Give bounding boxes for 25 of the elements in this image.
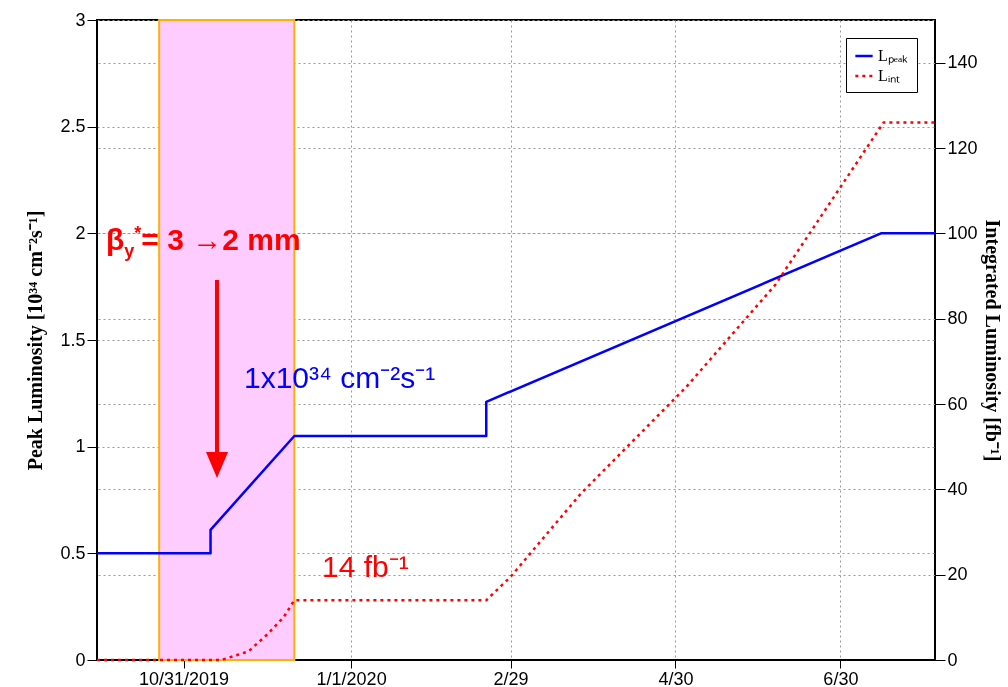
- x-tick-label: 10/31/2019: [138, 668, 230, 687]
- y-tick-label: 1.5: [60, 329, 86, 350]
- y2-tick-label: 60: [947, 393, 968, 414]
- legend-label: Lᵢₙₜ: [878, 67, 901, 84]
- annotation: 14 fb⁻¹: [322, 550, 409, 583]
- y2-tick-label: 120: [947, 137, 978, 158]
- y-axis-title: Peak Luminosity [10³⁴ cm⁻²s⁻¹]: [24, 210, 48, 471]
- y-tick-label: 0: [75, 649, 86, 670]
- x-tick-label: 1/1/2020: [316, 668, 387, 687]
- x-tick-label: 4/30: [658, 668, 694, 687]
- legend-label: Lₚₑₐₖ: [878, 47, 909, 65]
- y2-tick-label: 80: [947, 308, 968, 329]
- y-tick-label: 0.5: [60, 542, 86, 563]
- y-tick-label: 3: [75, 9, 86, 30]
- y2-tick-label: 40: [947, 478, 968, 499]
- y2-axis-title: Integrated Luminosity [fb⁻¹]: [980, 219, 1004, 462]
- y-tick-label: 2.5: [60, 116, 86, 137]
- x-tick-label: 2/29: [493, 668, 529, 687]
- x-tick-label: 6/30: [823, 668, 859, 687]
- y-tick-label: 2: [75, 222, 86, 243]
- y-tick-label: 1: [75, 436, 86, 457]
- y2-tick-label: 20: [947, 564, 968, 585]
- y2-tick-label: 100: [947, 222, 978, 243]
- y2-tick-label: 140: [947, 52, 978, 73]
- y2-tick-label: 0: [947, 649, 958, 670]
